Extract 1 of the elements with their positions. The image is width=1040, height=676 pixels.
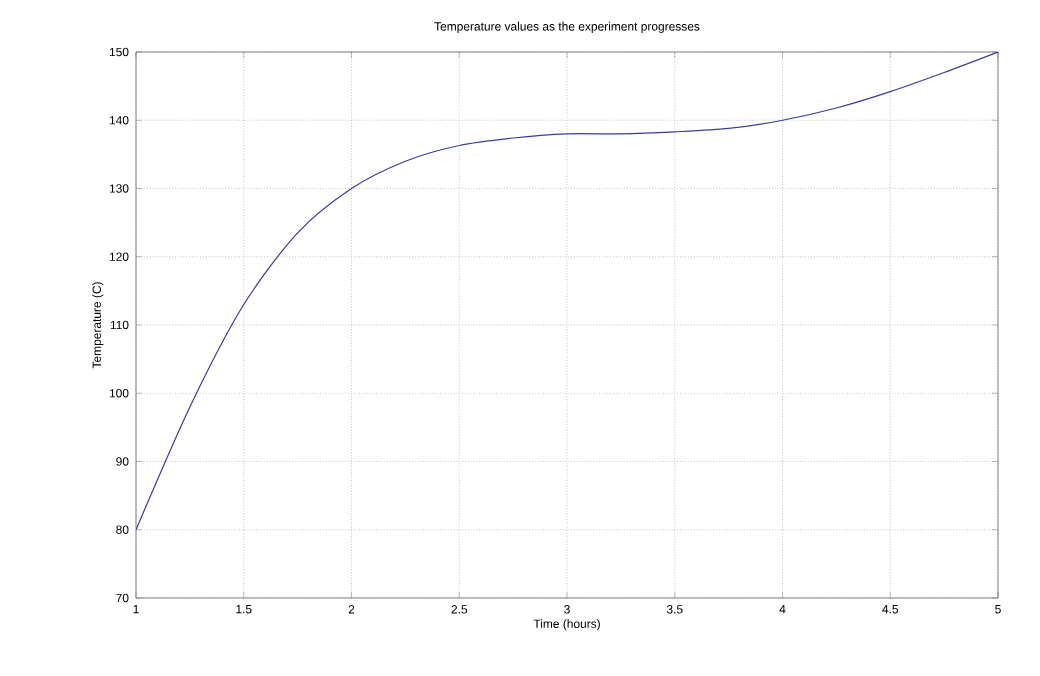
line-series	[136, 51, 999, 531]
